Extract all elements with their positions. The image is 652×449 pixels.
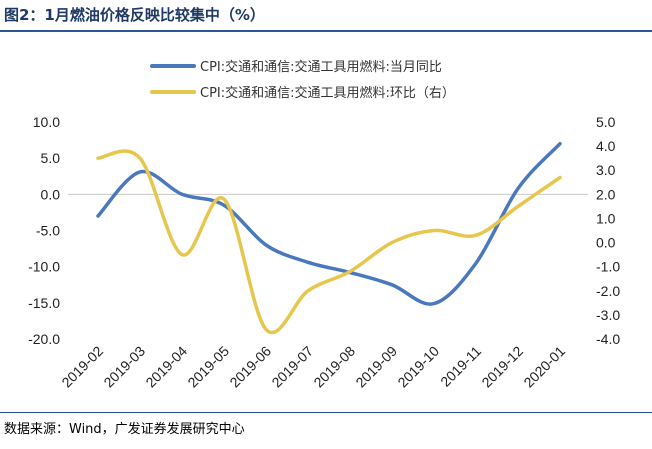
y-right-tick-label: 3.0 (596, 162, 616, 178)
x-tick-label: 2020-01 (520, 343, 568, 391)
legend-label: CPI:交通和通信:交通工具用燃料:当月同比 (200, 59, 442, 75)
source-note: 数据来源：Wind，广发证券发展研究中心 (4, 422, 245, 437)
x-tick-label: 2019-04 (142, 343, 190, 391)
y-left-tick-label: -5.0 (36, 223, 60, 239)
title-divider (0, 30, 652, 32)
y-right-tick-label: 5.0 (596, 114, 616, 130)
y-left-tick-label: 10.0 (33, 114, 60, 130)
y-right-tick-label: 2.0 (596, 186, 616, 202)
x-tick-label: 2019-08 (310, 343, 358, 391)
y-right-tick-label: 0.0 (596, 235, 616, 251)
legend-label: CPI:交通和通信:交通工具用燃料:环比（右） (200, 85, 455, 101)
y-right-tick-label: -4.0 (596, 331, 620, 347)
y-right-tick-label: 4.0 (596, 138, 616, 154)
source-divider (0, 412, 652, 413)
y-left-tick-label: -15.0 (28, 295, 60, 311)
y-right-tick-label: 1.0 (596, 210, 616, 226)
x-tick-label: 2019-10 (394, 343, 442, 391)
y-right-tick-label: -2.0 (596, 283, 620, 299)
x-tick-label: 2019-09 (352, 343, 400, 391)
y-left-tick-label: 5.0 (41, 150, 61, 166)
x-tick-label: 2019-12 (478, 343, 526, 391)
y-right-tick-label: -1.0 (596, 259, 620, 275)
y-left-tick-label: -20.0 (28, 331, 60, 347)
x-tick-label: 2019-06 (226, 343, 274, 391)
series-line-left-axis (96, 141, 562, 306)
chart-title: 图2：1月燃油价格反映比较集中（%） (4, 6, 265, 24)
x-tick-label: 2019-07 (268, 343, 316, 391)
y-left-tick-label: 0.0 (41, 186, 61, 202)
x-tick-label: 2019-03 (100, 343, 148, 391)
y-right-tick-label: -3.0 (596, 307, 620, 323)
y-left-tick-label: -10.0 (28, 259, 60, 275)
x-tick-label: 2019-11 (437, 343, 484, 390)
x-tick-label: 2019-05 (184, 343, 232, 391)
x-tick-label: 2019-02 (58, 343, 106, 391)
